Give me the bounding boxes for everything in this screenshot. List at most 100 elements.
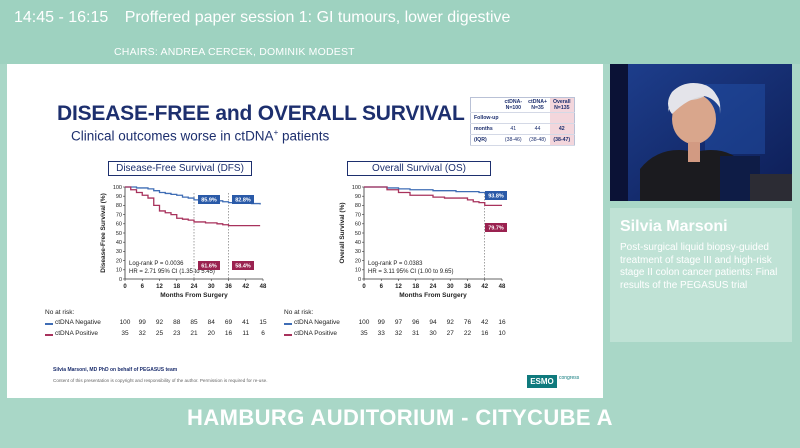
y-tick-label: 70 [116,212,122,218]
risk-series-marker [45,323,53,325]
badge-bg [232,261,254,270]
risk-count: 11 [242,330,250,337]
followup-row: Follow-up [470,112,575,124]
risk-series-label: ctDNA Negative [294,319,340,326]
followup-header-row: ctDNA- N=100 ctDNA+ N=35 Overall N=135 [470,97,575,113]
y-tick-label: 80 [355,203,361,209]
followup-table: ctDNA- N=100 ctDNA+ N=35 Overall N=135 Follow-… [470,97,575,146]
y-tick-label: 80 [116,203,122,209]
risk-table-header: No at risk: [45,309,75,316]
y-tick-label: 0 [358,277,361,283]
session-time: 14:45 - 16:15 [14,9,109,26]
y-tick-label: 30 [355,249,361,255]
risk-count: 99 [377,319,385,326]
risk-series-label: ctDNA Positive [294,330,337,337]
y-tick-label: 90 [116,194,122,200]
y-tick-label: 90 [355,194,361,200]
y-tick-label: 20 [355,258,361,264]
y-axis-label: Overall Survival (%) [339,202,346,263]
risk-count: 32 [394,330,403,337]
followup-cell: (38-48) [525,134,550,146]
speaker-name: Silvia Marsoni [620,218,728,235]
slide-subtitle: Clinical outcomes worse in ctDNA+ patien… [71,128,329,144]
x-tick-label: 0 [362,284,366,290]
survival-curve [364,186,502,195]
risk-table-row: ctDNA Positive 35 32 25 23 21 20 16 11 6 [45,330,285,341]
os-risk-table: No at risk: ctDNA Negative 100 99 97 96 94 92 76… [284,309,524,341]
y-tick-label: 40 [116,240,122,246]
survival-curve [364,186,502,207]
x-tick-label: 48 [260,284,267,290]
badge-text: 85.9% [201,198,217,204]
risk-count: 88 [173,319,181,326]
risk-series-marker [45,334,53,336]
badge-text: 79.7% [488,226,504,232]
x-tick-label: 12 [156,284,163,290]
risk-count: 10 [498,330,506,337]
risk-count: 92 [446,319,454,326]
x-tick-label: 12 [395,284,402,290]
percentage-badge: 61.6% [198,261,220,270]
badge-text: 93.8% [488,194,504,200]
followup-row: (IQR) (38-46) (38-48) (38-47) [470,134,575,146]
risk-count: 35 [121,330,129,337]
badge-text: 82.8% [235,198,251,204]
y-tick-label: 60 [355,222,361,228]
risk-count: 100 [358,319,370,326]
followup-cell [525,112,550,124]
badge-text: 61.6% [201,264,217,270]
x-tick-label: 24 [191,284,198,290]
risk-count: 41 [242,319,250,326]
followup-cell: 42 [549,123,575,135]
followup-cell: (38-46) [501,134,526,146]
percentage-badge: 79.7% [485,223,507,232]
speaker-video [610,64,792,201]
risk-series-marker [284,334,292,336]
slide-title: DISEASE-FREE and OVERALL SURVIVAL [57,102,465,125]
followup-header-cell: ctDNA+ N=35 [525,97,550,113]
risk-count: 31 [412,330,420,337]
os-chart: 0 10 20 30 40 50 60 70 80 90 100 0 6 12 18 24 30 36 42 48 Mo… [339,185,507,299]
risk-count: 69 [224,319,233,326]
risk-series-marker [284,323,292,325]
speaker-card: Silvia Marsoni Post-surgical liquid biop… [610,208,792,342]
dfs-risk-table: No at risk: ctDNA Negative 100 99 92 88 85 84 69… [45,309,285,341]
risk-count: 92 [155,319,164,326]
followup-header-cell: Overall N=135 [549,97,575,113]
followup-cell: (38-47) [549,134,575,146]
x-tick-label: 0 [123,284,127,290]
x-tick-label: 30 [447,284,454,290]
followup-cell: 44 [525,123,550,135]
percentage-badge: 93.8% [485,191,507,200]
risk-count: 85 [190,319,198,326]
followup-header-cell: ctDNA- N=100 [501,97,526,113]
os-panel-title: Overall Survival (OS) [347,161,491,176]
badge-bg [485,191,507,200]
y-tick-label: 40 [355,240,361,246]
y-tick-label: 100 [113,185,122,191]
percentage-badge: 82.8% [232,195,254,204]
risk-count: 94 [429,319,437,326]
y-axis-label: Disease-Free Survival (%) [100,193,107,272]
session-title: Proffered paper session 1: GI tumours, l… [124,9,511,26]
risk-count: 27 [446,330,454,337]
y-tick-label: 0 [119,277,122,283]
x-tick-label: 24 [430,284,437,290]
risk-count: 16 [224,330,233,337]
x-axis-label: Months From Surgery [399,292,467,299]
risk-count: 15 [259,319,267,326]
risk-count: 99 [138,319,146,326]
risk-table-row: ctDNA Positive 35 33 32 31 30 27 22 16 10 [284,330,524,341]
risk-count: 25 [155,330,164,337]
risk-count: 21 [190,330,198,337]
x-tick-label: 30 [208,284,215,290]
followup-cell [549,112,575,124]
risk-table-row: ctDNA Negative 100 99 97 96 94 92 76 42 16 [284,319,524,330]
y-tick-label: 10 [355,268,361,274]
risk-count: 96 [412,319,420,326]
x-tick-label: 36 [225,284,232,290]
speaker-talk-title: Post-surgical liquid biopsy-guided treat… [620,242,778,291]
stats-hr: HR = 2.71 95% CI (1.35 to 5.45) [129,269,215,275]
y-tick-label: 20 [116,258,122,264]
x-tick-label: 42 [242,284,249,290]
